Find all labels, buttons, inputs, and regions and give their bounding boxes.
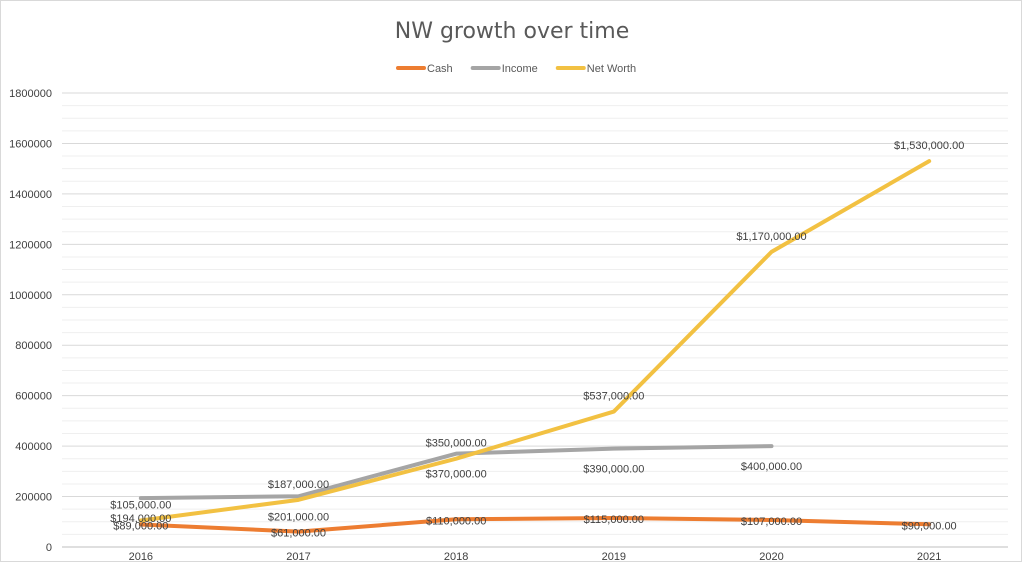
y-tick-label: 0 bbox=[46, 542, 52, 554]
legend-label: Income bbox=[502, 63, 538, 75]
data-label-cash: $90,000.00 bbox=[902, 520, 957, 532]
chart-title: NW growth over time bbox=[395, 19, 630, 44]
gridlines bbox=[62, 92, 1008, 535]
y-tick-label: 1000000 bbox=[9, 290, 52, 302]
x-tick-label: 2019 bbox=[602, 551, 626, 563]
y-tick-label: 1200000 bbox=[9, 239, 52, 251]
y-tick-label: 1800000 bbox=[9, 88, 52, 100]
data-label-income: $370,000.00 bbox=[426, 469, 487, 481]
data-label-net-worth: $187,000.00 bbox=[268, 479, 329, 491]
series-line-net-worth bbox=[138, 159, 932, 523]
x-tick-label: 2018 bbox=[444, 551, 468, 563]
data-label-cash: $110,000.00 bbox=[426, 515, 486, 527]
data-label-net-worth: $1,530,000.00 bbox=[894, 140, 964, 152]
data-label-cash: $89,000.00 bbox=[113, 521, 168, 533]
data-label-income: $201,000.00 bbox=[268, 511, 329, 523]
y-tick-label: 400000 bbox=[15, 441, 52, 453]
data-label-net-worth: $350,000.00 bbox=[426, 438, 487, 450]
data-label-income: $194,000.00 bbox=[110, 513, 171, 525]
y-tick-label: 1600000 bbox=[9, 138, 52, 150]
series-lines bbox=[138, 159, 932, 534]
y-tick-label: 200000 bbox=[15, 492, 52, 504]
legend: Cash Income Net Worth bbox=[396, 63, 636, 75]
axes: 0 200000 400000 600000 800000 1000000 1200000 1… bbox=[9, 88, 1008, 563]
series-line-income bbox=[138, 444, 774, 501]
x-tick-label: 2016 bbox=[129, 551, 153, 563]
y-tick-label: 800000 bbox=[15, 340, 52, 352]
data-label-income: $390,000.00 bbox=[583, 464, 644, 476]
y-tick-label: 600000 bbox=[15, 391, 52, 403]
x-tick-label: 2020 bbox=[759, 551, 783, 563]
data-label-net-worth: $537,000.00 bbox=[583, 391, 644, 403]
x-tick-label: 2021 bbox=[917, 551, 941, 563]
series-line-cash bbox=[138, 515, 932, 534]
x-tick-label: 2017 bbox=[286, 551, 310, 563]
data-label-income: $400,000.00 bbox=[741, 461, 802, 473]
data-label-cash: $107,000.00 bbox=[741, 516, 802, 528]
legend-label: Cash bbox=[427, 63, 453, 75]
y-tick-label: 1400000 bbox=[9, 189, 52, 201]
data-labels: $89,000.00 $61,000.00 $110,000.00 $115,000.… bbox=[110, 140, 964, 540]
data-label-cash: $61,000.00 bbox=[271, 528, 326, 540]
data-label-net-worth: $1,170,000.00 bbox=[736, 231, 806, 243]
data-label-net-worth: $105,000.00 bbox=[110, 500, 171, 512]
legend-label: Net Worth bbox=[587, 63, 636, 75]
data-label-cash: $115,000.00 bbox=[584, 514, 644, 526]
